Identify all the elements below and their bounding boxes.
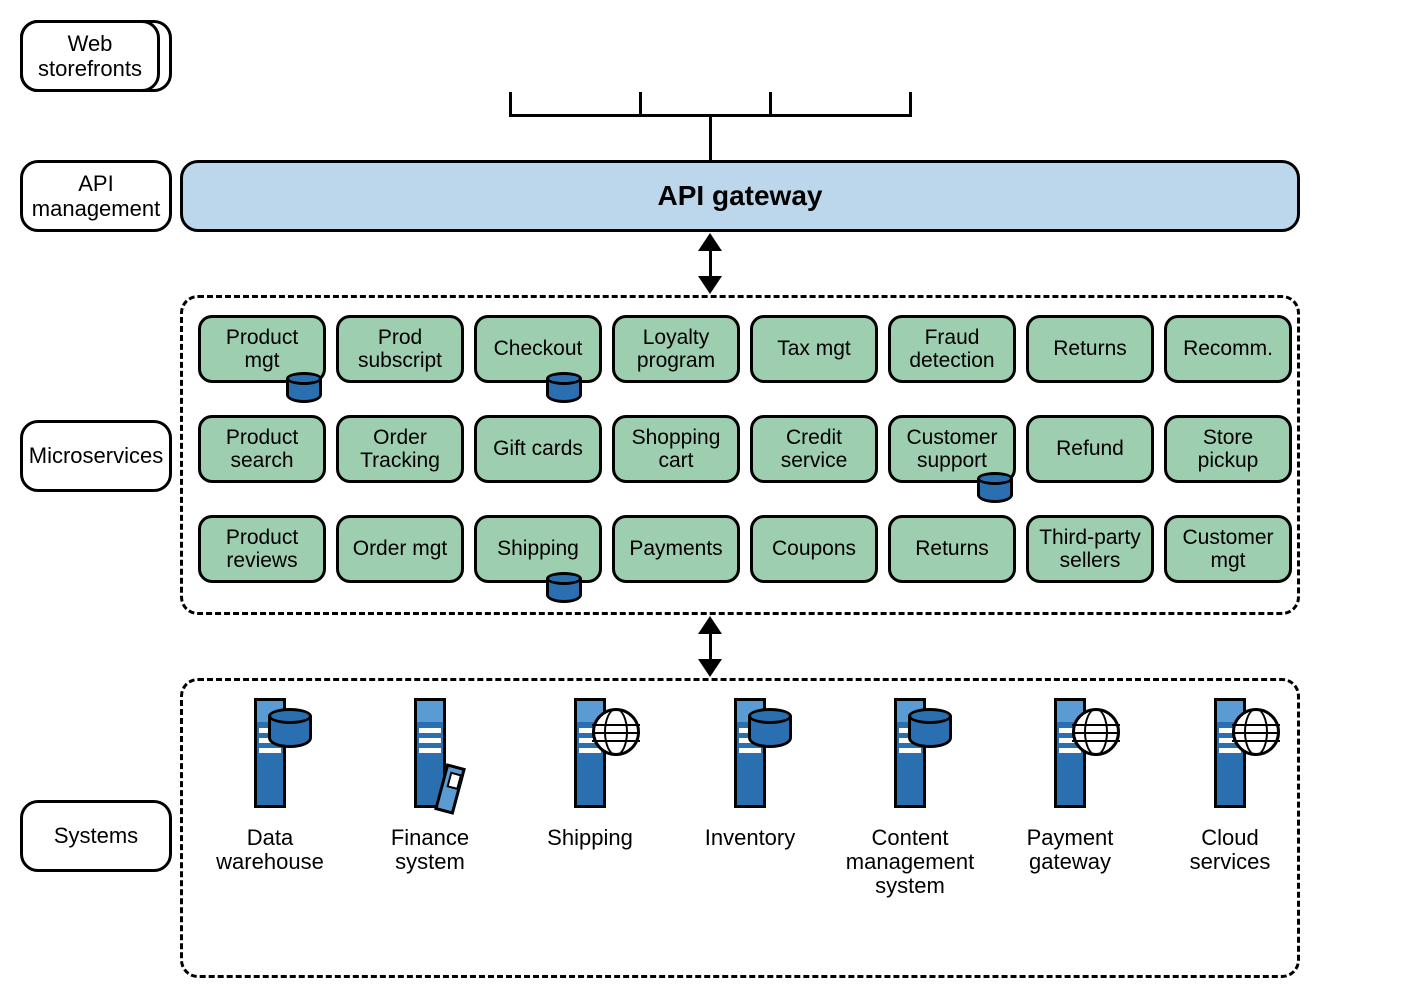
microservice-credit-service: Creditservice [750,415,878,483]
text: Payments [629,537,722,560]
microservice-recomm: Recomm. [1164,315,1292,383]
globe-icon [1072,708,1120,756]
text: Third-partysellers [1039,526,1141,572]
text: Cloudservices [1160,826,1300,874]
text: Shipping [497,537,579,560]
text: Paymentgateway [1000,826,1140,874]
microservice-coupons: Coupons [750,515,878,583]
text: Recomm. [1183,337,1273,360]
text: Systems [54,823,138,848]
db-icon [546,572,582,606]
text: Refund [1056,437,1124,460]
text: OrderTracking [360,426,440,472]
text: Customersupport [906,426,997,472]
text: Productmgt [226,326,298,372]
microservice-shopping-cart: Shoppingcart [612,415,740,483]
api-gateway: API gateway [180,160,1300,232]
server-icon [730,698,770,808]
system-data-warehouse: Datawarehouse [200,698,340,874]
server-icon [890,698,930,808]
text: Prodsubscript [358,326,442,372]
microservice-returns-2: Returns [888,515,1016,583]
text: Order mgt [353,537,448,560]
text: Creditservice [781,426,848,472]
text: Contentmanagementsystem [840,826,980,899]
server-icon [1210,698,1250,808]
text: Gift cards [493,437,583,460]
microservice-gift-cards: Gift cards [474,415,602,483]
text: Customermgt [1182,526,1273,572]
server-icon [1050,698,1090,808]
text: Returns [1053,337,1127,360]
text: Financesystem [360,826,500,874]
text: Datawarehouse [200,826,340,874]
microservice-store-pickup: Storepickup [1164,415,1292,483]
systems-label: Systems [20,800,172,872]
text: Coupons [772,537,856,560]
microservice-third-party-sellers: Third-partysellers [1026,515,1154,583]
microservice-customer-mgt: Customermgt [1164,515,1292,583]
system-inventory: Inventory [680,698,820,850]
consumer-web-storefronts: Webstorefronts [20,20,160,92]
text: Productreviews [226,526,298,572]
system-payment-gateway: Paymentgateway [1000,698,1140,874]
database-icon [748,708,792,752]
server-icon [570,698,610,808]
microservice-order-tracking: OrderTracking [336,415,464,483]
text: Storepickup [1198,426,1259,472]
database-icon [268,708,312,752]
text: APImanagement [32,171,160,222]
microservice-refund: Refund [1026,415,1154,483]
text: Microservices [29,443,163,468]
microservice-checkout: Checkout [474,315,602,383]
text: Loyaltyprogram [637,326,715,372]
text: Returns [915,537,989,560]
text: Productsearch [226,426,298,472]
microservice-returns: Returns [1026,315,1154,383]
globe-icon [592,708,640,756]
text: Frauddetection [909,326,994,372]
db-icon [977,472,1013,506]
database-icon [908,708,952,752]
microservice-prod-subscript: Prodsubscript [336,315,464,383]
microservices-label: Microservices [20,420,172,492]
microservice-fraud-detection: Frauddetection [888,315,1016,383]
text: API gateway [658,180,823,212]
microservice-shipping: Shipping [474,515,602,583]
text: Webstorefronts [38,31,142,82]
text: Shoppingcart [632,426,721,472]
server-icon [410,698,450,808]
db-icon [546,372,582,406]
system-cms: Contentmanagementsystem [840,698,980,899]
server-icon [250,698,290,808]
text: Tax mgt [777,337,851,360]
microservice-loyalty-program: Loyaltyprogram [612,315,740,383]
text: Checkout [494,337,583,360]
microservice-product-reviews: Productreviews [198,515,326,583]
db-icon [286,372,322,406]
text: Inventory [680,826,820,850]
api-management-label: APImanagement [20,160,172,232]
microservice-tax-mgt: Tax mgt [750,315,878,383]
text: Shipping [520,826,660,850]
system-shipping-sys: Shipping [520,698,660,850]
globe-icon [1232,708,1280,756]
microservice-payments: Payments [612,515,740,583]
architecture-diagram: Consumers Webportal Mobileapps Storeadmi… [20,20,1389,988]
microservice-order-mgt: Order mgt [336,515,464,583]
system-finance-system: Financesystem [360,698,500,874]
system-cloud-services: Cloudservices [1160,698,1300,874]
microservice-product-search: Productsearch [198,415,326,483]
